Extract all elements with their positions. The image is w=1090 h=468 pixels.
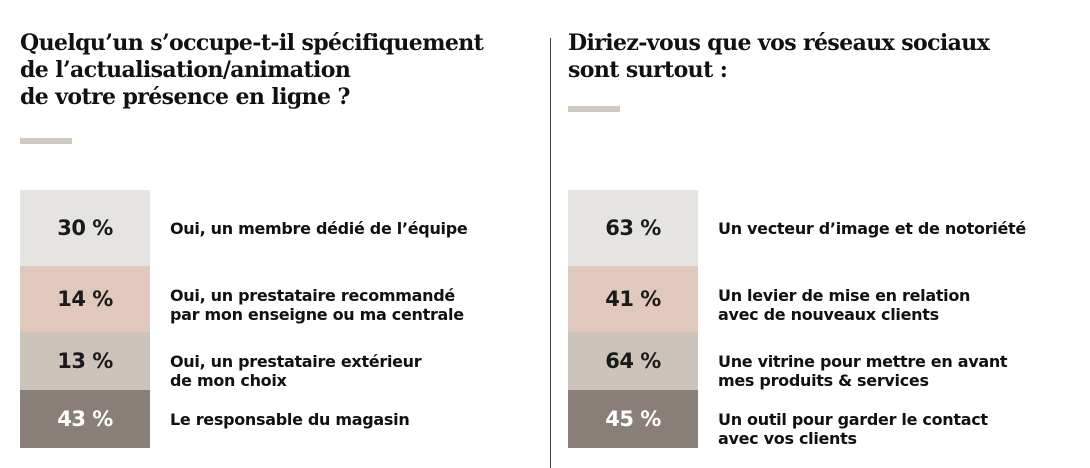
category-label: Oui, un prestataire recommandé par mon en… bbox=[170, 266, 464, 332]
panel-divider bbox=[550, 38, 551, 468]
chart-row: 63 % Un vecteur d’image et de notoriété bbox=[568, 190, 1088, 266]
category-label: Le responsable du magasin bbox=[170, 390, 410, 448]
category-label-line: Oui, un membre dédié de l’équipe bbox=[170, 218, 468, 238]
category-label: Un levier de mise en relation avec de nou… bbox=[718, 266, 970, 332]
chart-row: 45 % Un outil pour garder le contact avec … bbox=[568, 390, 1088, 448]
chart-title-line: de votre présence en ligne ? bbox=[20, 84, 350, 110]
category-label-line: Le responsable du magasin bbox=[170, 410, 410, 429]
value-label: 64 % bbox=[568, 332, 698, 390]
category-label-line: Un levier de mise en relation bbox=[718, 286, 971, 305]
category-label-line: mes produits & services bbox=[718, 371, 929, 390]
chart-title-line: sont surtout : bbox=[568, 57, 728, 83]
chart-title-line: Diriez-vous que vos réseaux sociaux bbox=[568, 30, 990, 56]
value-label: 45 % bbox=[568, 390, 698, 448]
value-label: 14 % bbox=[20, 266, 150, 332]
category-label-line: avec de nouveaux clients bbox=[718, 305, 939, 324]
chart-title-line: Quelqu’un s’occupe-t-il spécifiquement bbox=[20, 30, 484, 56]
chart-row: 30 % Oui, un membre dédié de l’équipe bbox=[20, 190, 540, 266]
value-label: 30 % bbox=[20, 190, 150, 266]
chart-title-line: de l’actualisation/animation bbox=[20, 57, 351, 83]
category-label: Une vitrine pour mettre en avant mes prod… bbox=[718, 332, 1008, 390]
category-label-line: par mon enseigne ou ma centrale bbox=[170, 305, 464, 324]
category-label-line: Oui, un prestataire extérieur bbox=[170, 352, 422, 371]
category-label-line: Un outil pour garder le contact bbox=[718, 410, 988, 429]
value-label: 13 % bbox=[20, 332, 150, 390]
category-label-line: Un vecteur d’image et de notoriété bbox=[718, 218, 1026, 238]
chart-panel-presence: Quelqu’un s’occupe-t-il spécifiquement d… bbox=[20, 0, 540, 468]
category-label-line: de mon choix bbox=[170, 371, 287, 390]
title-underline bbox=[568, 106, 620, 112]
category-label-line: Une vitrine pour mettre en avant bbox=[718, 352, 1008, 371]
value-label: 63 % bbox=[568, 190, 698, 266]
title-underline bbox=[20, 138, 72, 144]
chart-title: Diriez-vous que vos réseaux sociaux sont… bbox=[568, 30, 990, 84]
value-label: 41 % bbox=[568, 266, 698, 332]
value-label: 43 % bbox=[20, 390, 150, 448]
category-label: Un vecteur d’image et de notoriété bbox=[718, 190, 1026, 280]
category-label: Un outil pour garder le contact avec vos … bbox=[718, 390, 988, 448]
category-label: Oui, un prestataire extérieur de mon choi… bbox=[170, 332, 422, 390]
chart-row: 43 % Le responsable du magasin bbox=[20, 390, 540, 448]
category-label-line: Oui, un prestataire recommandé bbox=[170, 286, 455, 305]
category-label-line: avec vos clients bbox=[718, 429, 857, 448]
chart-row: 13 % Oui, un prestataire extérieur de mon … bbox=[20, 332, 540, 390]
chart-row: 14 % Oui, un prestataire recommandé par mo… bbox=[20, 266, 540, 332]
chart-row: 64 % Une vitrine pour mettre en avant mes … bbox=[568, 332, 1088, 390]
chart-title: Quelqu’un s’occupe-t-il spécifiquement d… bbox=[20, 30, 484, 111]
category-label: Oui, un membre dédié de l’équipe bbox=[170, 190, 468, 280]
chart-panel-social: Diriez-vous que vos réseaux sociaux sont… bbox=[568, 0, 1088, 468]
chart-row: 41 % Un levier de mise en relation avec de… bbox=[568, 266, 1088, 332]
